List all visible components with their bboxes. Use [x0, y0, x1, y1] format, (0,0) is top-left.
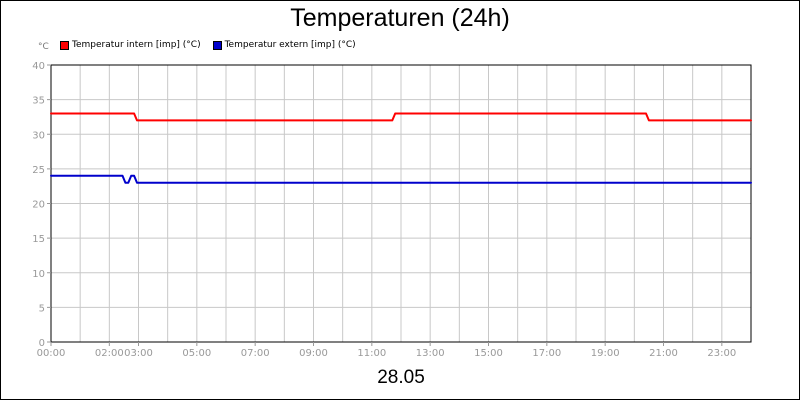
y-tick-label: 5: [39, 303, 45, 314]
x-tick-label: 07:00: [241, 348, 270, 359]
x-tick-label: 23:00: [707, 348, 736, 359]
x-tick-label: 05:00: [182, 348, 211, 359]
y-tick-label: 0: [39, 338, 45, 349]
legend: Temperatur intern [imp] (°C) Temperatur …: [60, 38, 356, 52]
x-tick-label: 09:00: [299, 348, 328, 359]
legend-item-extern: Temperatur extern [imp] (°C): [212, 40, 356, 50]
x-tick-label: 15:00: [474, 348, 503, 359]
x-tick-label: 13:00: [416, 348, 445, 359]
series-line-extern: [50, 174, 752, 184]
x-tick-label: 17:00: [532, 348, 561, 359]
chart-title: Temperaturen (24h): [290, 4, 510, 32]
y-tick-label: 20: [32, 200, 45, 211]
y-tick-label: 25: [32, 165, 45, 176]
y-tick-label: 40: [32, 61, 45, 72]
legend-label-intern: Temperatur intern [imp] (°C): [72, 40, 201, 50]
series-line-intern: [50, 112, 752, 122]
x-tick-label: 03:00: [124, 348, 153, 359]
x-tick-label: 00:00: [37, 348, 66, 359]
y-tick-label: 35: [32, 96, 45, 107]
legend-label-extern: Temperatur extern [imp] (°C): [224, 40, 356, 50]
x-tick-label: 21:00: [649, 348, 678, 359]
legend-swatch-intern: [60, 40, 69, 50]
y-tick-label: 15: [32, 234, 45, 245]
y-axis-unit: °C: [38, 42, 49, 52]
x-tick-label: 11:00: [357, 348, 386, 359]
y-tick-label: 30: [32, 130, 45, 141]
legend-swatch-extern: [212, 40, 222, 50]
y-tick-label: 10: [32, 269, 45, 280]
legend-item-intern: Temperatur intern [imp] (°C): [60, 40, 201, 50]
x-tick-label: 19:00: [591, 348, 620, 359]
date-label: 28.05: [377, 367, 425, 388]
x-tick-label: 02:00: [95, 348, 124, 359]
